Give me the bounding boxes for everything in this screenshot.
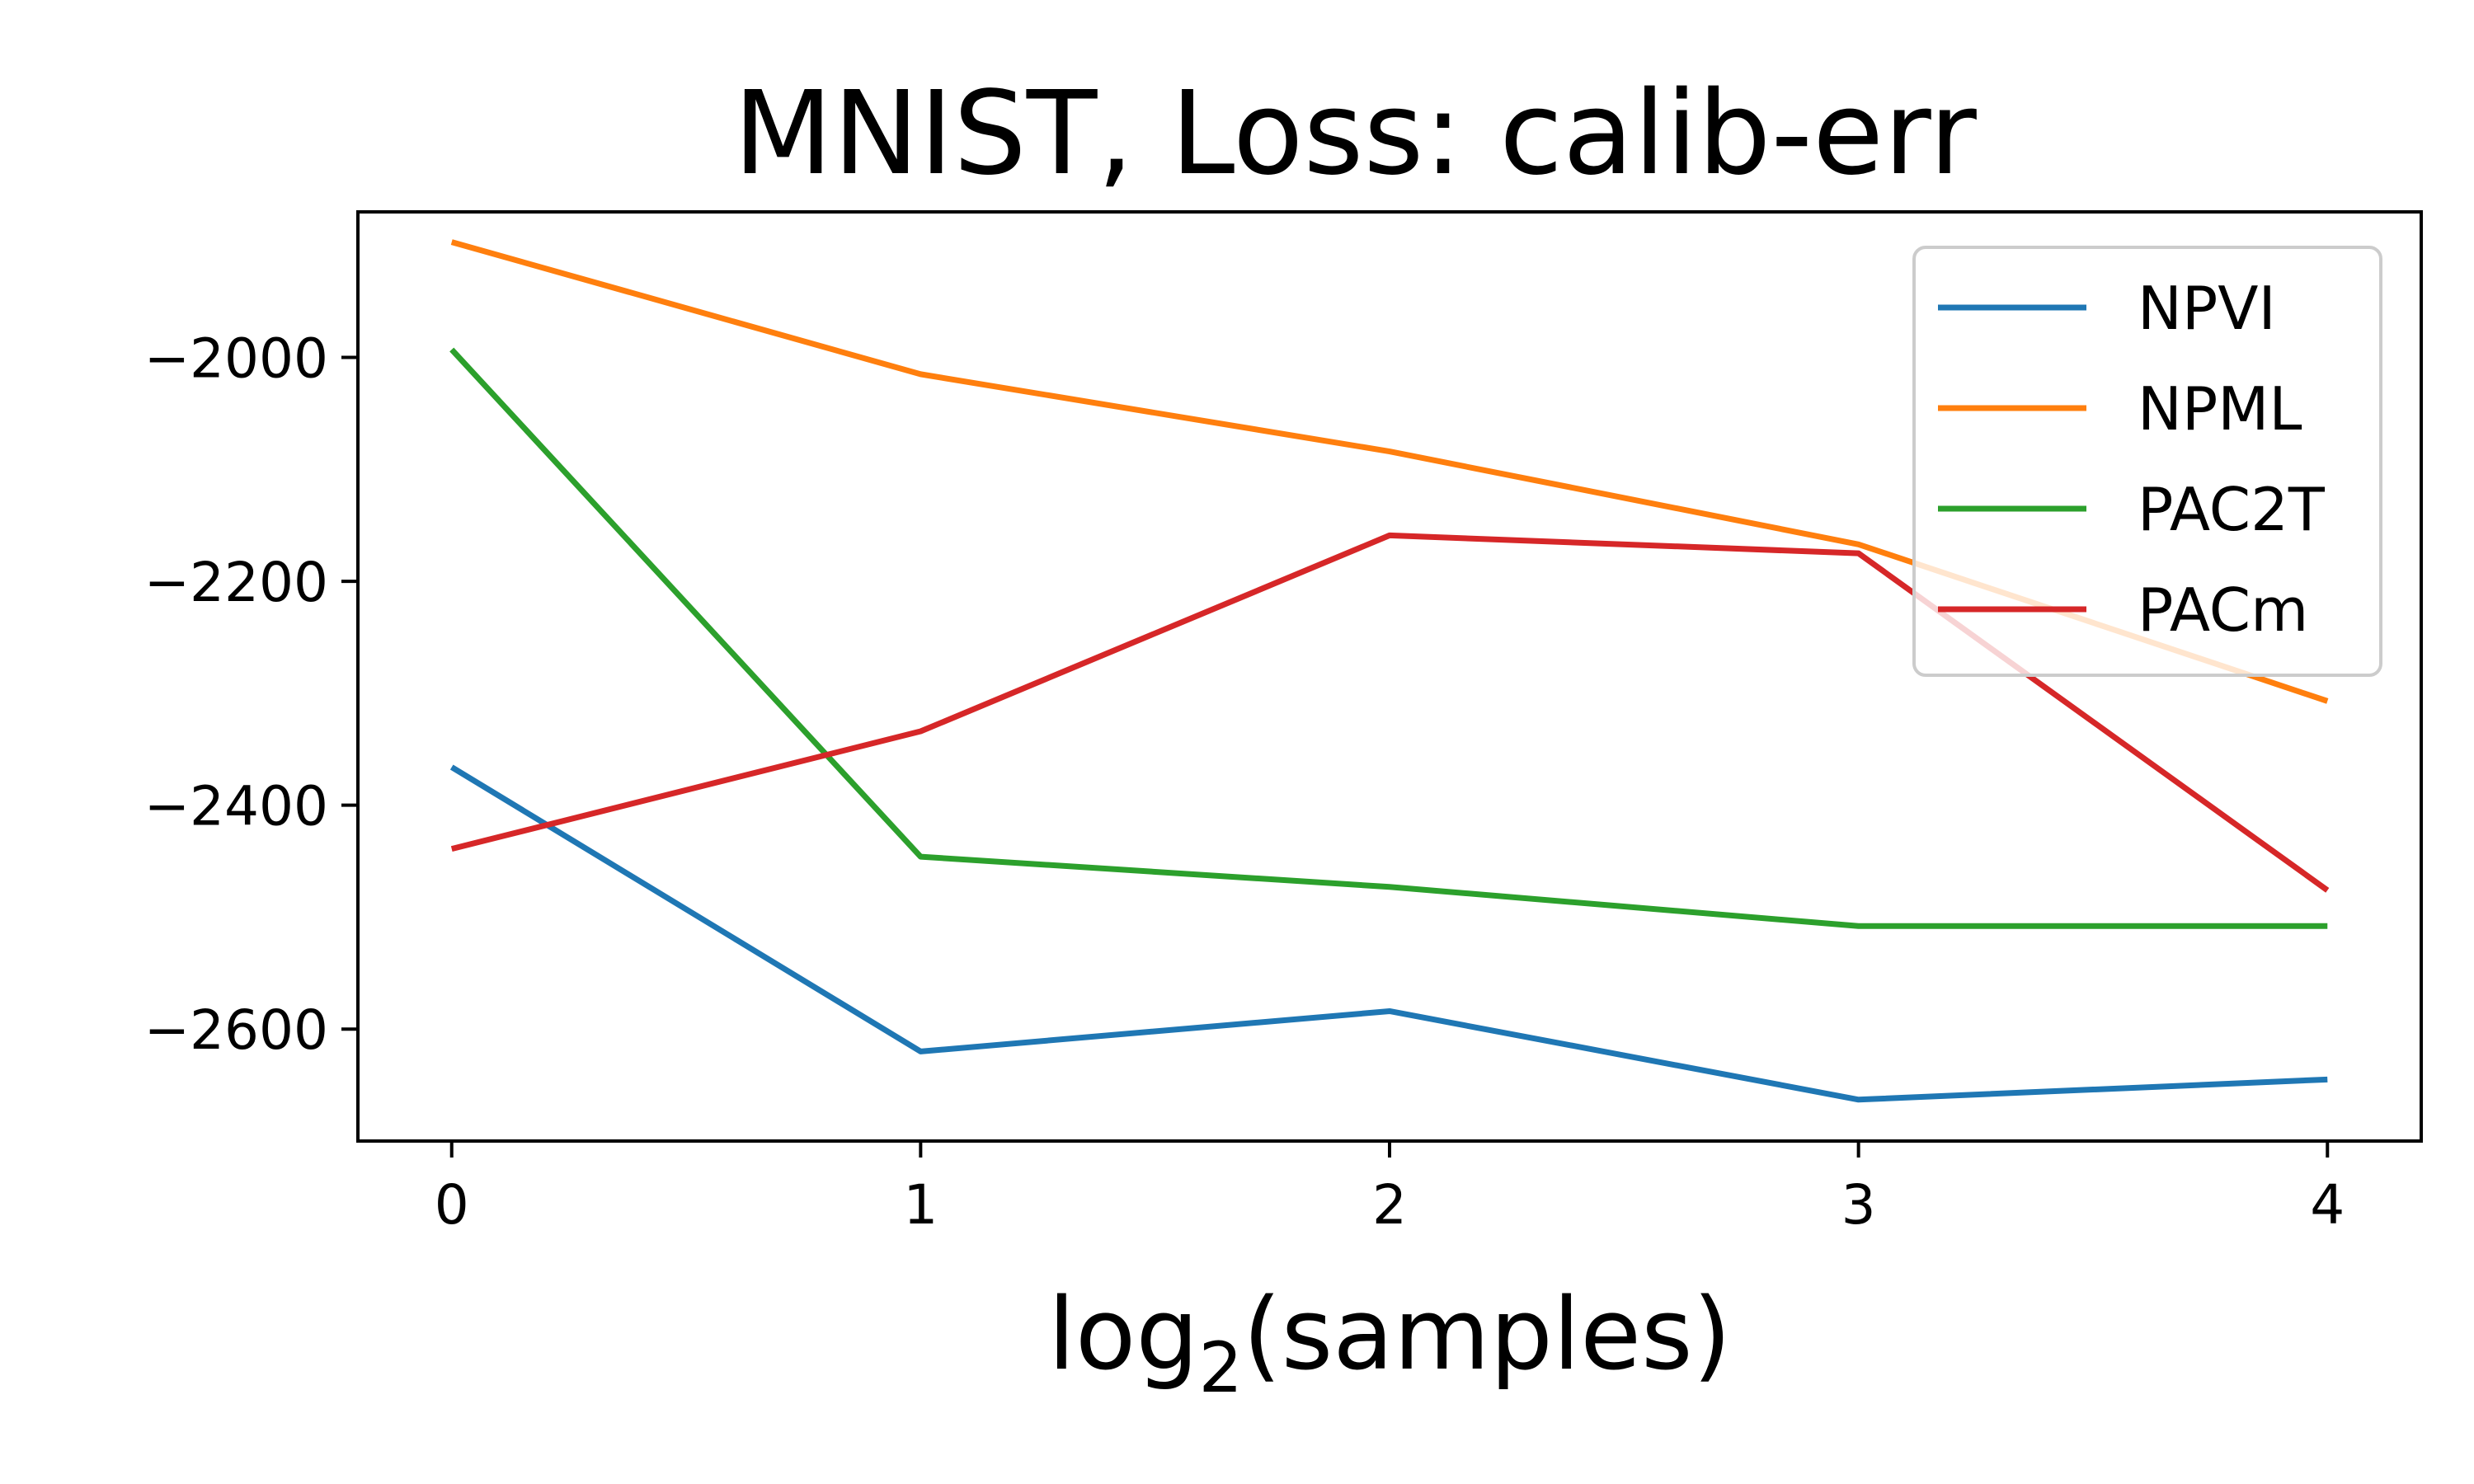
x-tick-label: 1 xyxy=(903,1173,938,1237)
series-line-pac2t xyxy=(449,347,2328,929)
x-tick-label: 2 xyxy=(1372,1173,1407,1237)
series-lines xyxy=(449,239,2330,1103)
x-tick-label: 4 xyxy=(2310,1173,2345,1237)
y-tick-label: −2000 xyxy=(144,327,328,391)
x-axis-label-subscript: 2 xyxy=(1199,1327,1243,1408)
x-tick-label: 0 xyxy=(435,1173,469,1237)
legend: NPVI NPML PAC2T PACm xyxy=(1912,246,2382,677)
y-tick-label: −2400 xyxy=(144,775,328,838)
y-tick-label: −2600 xyxy=(144,998,328,1062)
x-axis: 0 1 2 3 4 xyxy=(435,1141,2345,1237)
y-axis: −2000 −2200 −2400 −2600 xyxy=(144,327,358,1062)
chart-title: MNIST, Loss: calib-err xyxy=(733,67,1977,201)
x-axis-label: log2(samples) xyxy=(1048,1278,1732,1408)
legend-box xyxy=(1912,246,2382,677)
series-line-npvi xyxy=(449,764,2328,1103)
x-axis-label-base: log xyxy=(1048,1278,1199,1392)
x-tick-label: 3 xyxy=(1841,1173,1876,1237)
legend-label-npvi: NPVI xyxy=(2138,274,2276,343)
y-tick-label: −2200 xyxy=(144,551,328,614)
x-axis-label-rest: (samples) xyxy=(1243,1278,1731,1392)
legend-label-npml: NPML xyxy=(2138,374,2302,444)
legend-label-pacm: PACm xyxy=(2138,575,2308,645)
legend-label-pac2t: PAC2T xyxy=(2138,475,2326,544)
